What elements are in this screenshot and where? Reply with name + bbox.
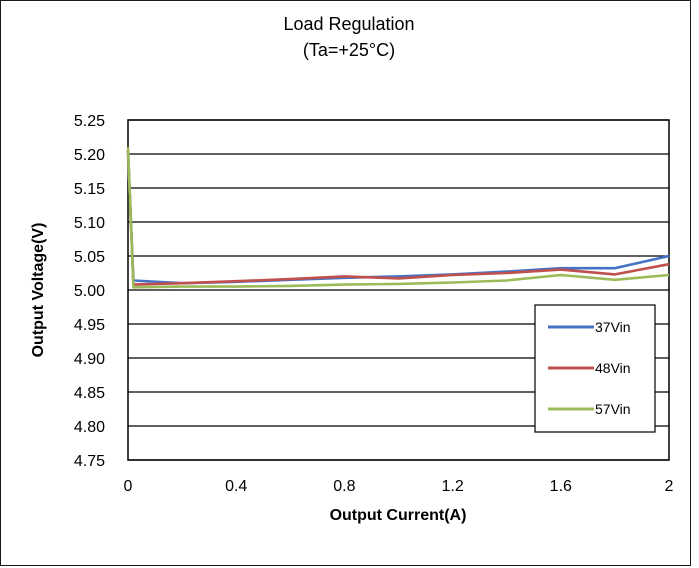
y-tick-label: 5.00 — [74, 283, 105, 300]
y-tick-label: 4.95 — [74, 317, 105, 334]
y-tick-label: 5.05 — [74, 249, 105, 266]
y-tick-label: 4.75 — [74, 453, 105, 470]
legend-label: 48Vin — [595, 360, 631, 376]
y-tick-label: 5.10 — [74, 215, 105, 232]
x-tick-label: 0.8 — [333, 478, 355, 495]
y-axis-label: Output Voltage(V) — [30, 223, 47, 358]
chart-subtitle: (Ta=+25°C) — [303, 40, 395, 60]
y-axis-ticks: 5.25 5.20 5.15 5.10 5.05 5.00 4.95 4.90 4.85 4.80… — [74, 113, 105, 470]
y-tick-label: 4.90 — [74, 351, 105, 368]
series-line-48Vin — [126, 150, 670, 286]
x-tick-label: 0 — [124, 478, 133, 495]
y-tick-label: 5.15 — [74, 181, 105, 198]
x-tick-label: 0.4 — [225, 478, 247, 495]
legend: 37Vin 48Vin 57Vin — [534, 304, 656, 433]
legend-label: 57Vin — [595, 401, 631, 417]
y-tick-label: 5.20 — [74, 147, 105, 164]
x-axis-label: Output Current(A) — [330, 507, 467, 524]
plot-area — [127, 119, 670, 461]
x-tick-label: 2 — [665, 478, 674, 495]
y-tick-label: 5.25 — [74, 113, 105, 130]
y-tick-label: 4.85 — [74, 385, 105, 402]
legend-label: 37Vin — [595, 319, 631, 335]
x-axis-ticks: 0 0.4 0.8 1.2 1.6 2 — [124, 478, 674, 495]
x-tick-label: 1.6 — [550, 478, 572, 495]
series-line-57Vin — [126, 147, 670, 289]
series-lines — [126, 147, 670, 289]
x-tick-label: 1.2 — [441, 478, 463, 495]
series-line-37Vin — [126, 150, 670, 285]
chart-title: Load Regulation — [283, 14, 414, 34]
y-tick-label: 4.80 — [74, 419, 105, 436]
